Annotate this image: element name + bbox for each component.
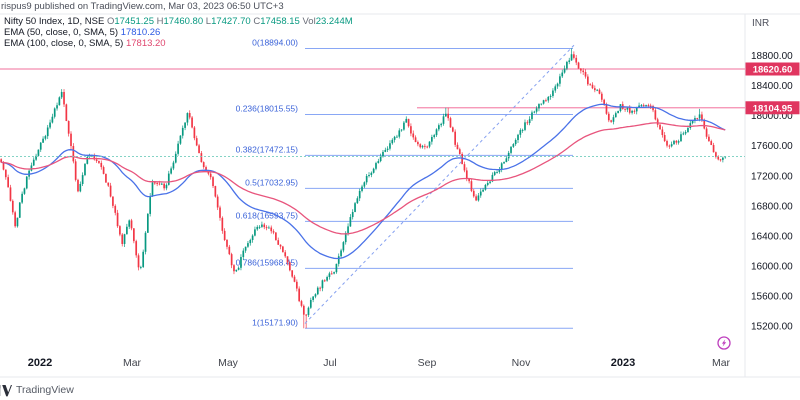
svg-text:0.382(17472.15): 0.382(17472.15) (236, 144, 299, 154)
svg-text:16800.00: 16800.00 (751, 201, 793, 212)
svg-text:0(18894.00): 0(18894.00) (252, 37, 298, 47)
tradingview-logo-text: TradingView (16, 384, 74, 396)
idea-lightning-icon[interactable] (716, 335, 732, 351)
published-text: rispus9 published on TradingView.com, Ma… (1, 1, 284, 12)
horizontal-price-levels[interactable] (0, 68, 745, 109)
high-value: 17460.80 (163, 16, 204, 27)
svg-text:18800.00: 18800.00 (751, 51, 793, 62)
tradingview-attribution[interactable]: TradingView (0, 380, 74, 400)
svg-text:2022: 2022 (28, 357, 52, 369)
svg-text:May: May (218, 357, 239, 369)
svg-text:15600.00: 15600.00 (751, 292, 793, 303)
close-label: C (253, 16, 261, 27)
tradingview-logo-icon (0, 384, 12, 396)
legend-symbol-row[interactable]: Nifty 50 Index, 1D, NSE O17451.25 H17460… (4, 16, 353, 28)
svg-text:2023: 2023 (611, 357, 635, 369)
published-header: rispus9 published on TradingView.com, Ma… (0, 0, 800, 14)
price-axis[interactable]: 18800.00 18400.00 18000.00 17600.00 17200.00… (751, 51, 793, 333)
price-level-badge: 18104.95 (745, 101, 800, 115)
ema50-line[interactable] (1, 103, 726, 260)
ema100-line[interactable] (1, 122, 726, 235)
chart-legend[interactable]: Nifty 50 Index, 1D, NSE O17451.25 H17460… (4, 16, 353, 50)
svg-text:0.786(15968.45): 0.786(15968.45) (236, 257, 299, 267)
high-label: H (156, 16, 164, 27)
fib-retracement[interactable]: 0(18894.00) 0.236(18015.55) 0.382(17472.15… (236, 37, 573, 329)
svg-text:1(15171.90): 1(15171.90) (252, 317, 298, 327)
ema50-value: 17810.26 (120, 27, 161, 38)
svg-text:18400.00: 18400.00 (751, 81, 793, 92)
ema100-label: EMA (100, close, 0, SMA, 5) (4, 38, 124, 49)
time-axis[interactable]: 2022 Mar May Jul Sep Nov 2023 Mar (28, 357, 731, 369)
svg-text:15200.00: 15200.00 (751, 322, 793, 333)
svg-text:16000.00: 16000.00 (751, 262, 793, 273)
svg-text:17200.00: 17200.00 (751, 171, 793, 182)
svg-text:Sep: Sep (418, 357, 437, 369)
open-label: O (106, 16, 115, 27)
svg-text:Mar: Mar (123, 357, 142, 369)
low-value: 17427.70 (211, 16, 251, 27)
close-value: 17458.15 (260, 16, 300, 27)
separators (0, 13, 800, 378)
legend-ema50-row[interactable]: EMA (50, close, 0, SMA, 5) 17810.26 (4, 27, 353, 39)
svg-text:16400.00: 16400.00 (751, 231, 793, 242)
currency-label: INR (752, 18, 770, 29)
open-value: 17451.25 (114, 16, 154, 27)
volume-label: Vol (302, 16, 316, 27)
svg-text:0.236(18015.55): 0.236(18015.55) (236, 103, 299, 113)
ema50-label: EMA (50, close, 0, SMA, 5) (4, 27, 119, 38)
svg-text:0.618(16593.75): 0.618(16593.75) (236, 210, 299, 220)
svg-text:18000.00: 18000.00 (751, 111, 793, 122)
low-label: L (205, 16, 212, 27)
symbol-title: Nifty 50 Index, 1D, NSE (4, 16, 105, 27)
svg-text:18620.60: 18620.60 (753, 65, 793, 76)
svg-text:0.5(17032.95): 0.5(17032.95) (245, 177, 298, 187)
price-level-badge: 18620.60 (745, 62, 800, 76)
ema100-value: 17813.20 (125, 38, 166, 49)
svg-text:Mar: Mar (712, 357, 731, 369)
svg-text:17600.00: 17600.00 (751, 141, 793, 152)
trendline[interactable] (304, 43, 576, 324)
legend-ema100-row[interactable]: EMA (100, close, 0, SMA, 5) 17813.20 (4, 38, 353, 50)
svg-text:Nov: Nov (512, 357, 531, 369)
volume-value: 23.244M (315, 16, 353, 27)
svg-text:Jul: Jul (323, 357, 336, 369)
candles-layer (0, 48, 727, 329)
svg-text:18104.95: 18104.95 (753, 103, 793, 114)
